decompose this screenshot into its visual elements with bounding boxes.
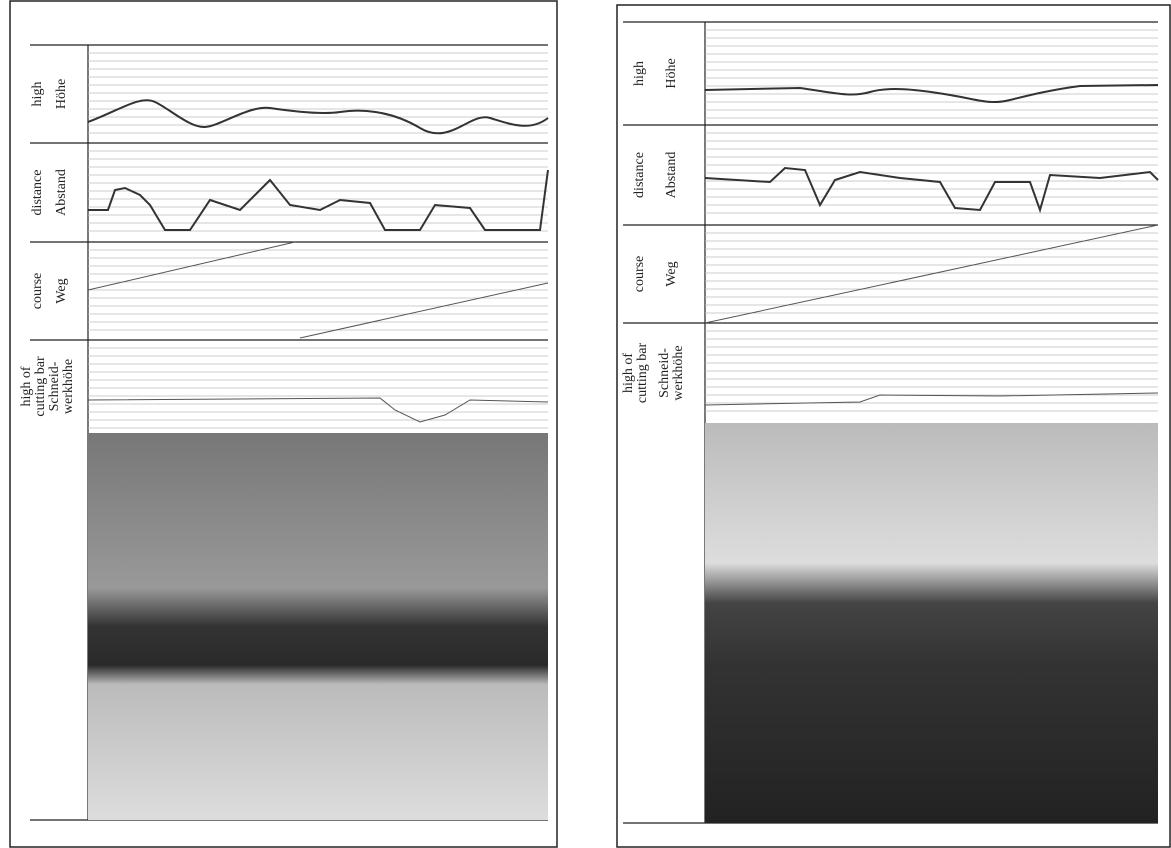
field-photo [705, 423, 1158, 823]
row-label-de: Höhe [664, 58, 679, 88]
row-label-de: Weg [54, 278, 69, 303]
row-label-de: werkhöhe [61, 359, 76, 414]
row-label-de: Abstand [664, 152, 679, 199]
row-label-en: course [30, 273, 45, 310]
row-label-de: Schneid- [47, 361, 62, 411]
course-trace [705, 225, 1158, 323]
row-label-en: cutting bar [33, 356, 48, 417]
row-label-en: cutting bar [635, 343, 650, 404]
row-label-en: high [632, 61, 647, 86]
row-label-en: distance [30, 170, 45, 216]
row-label-de: werkhöhe [671, 345, 686, 400]
field-photo [88, 433, 548, 820]
row-label-en: distance [632, 152, 647, 198]
row-label-de: Schneid- [657, 348, 672, 398]
row-label-en: high of [19, 366, 34, 406]
row-label-en: high [30, 82, 45, 107]
row-label-en: course [632, 256, 647, 293]
distance-trace [88, 170, 548, 230]
row-label-de: Weg [664, 261, 679, 286]
row-label-en: high of [621, 353, 636, 393]
cutting-height-trace [88, 398, 548, 422]
row-label-de: Höhe [54, 79, 69, 109]
row-label-de: Abstand [54, 169, 69, 216]
figure: werkhöheSchneid-cutting barhigh ofWegcou… [0, 0, 1171, 848]
height-trace [705, 85, 1158, 102]
